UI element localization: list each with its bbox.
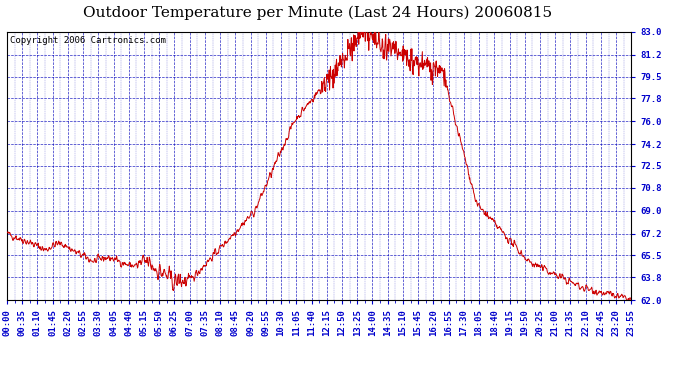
Text: Copyright 2006 Cartronics.com: Copyright 2006 Cartronics.com (10, 36, 166, 45)
Text: Outdoor Temperature per Minute (Last 24 Hours) 20060815: Outdoor Temperature per Minute (Last 24 … (83, 6, 552, 20)
